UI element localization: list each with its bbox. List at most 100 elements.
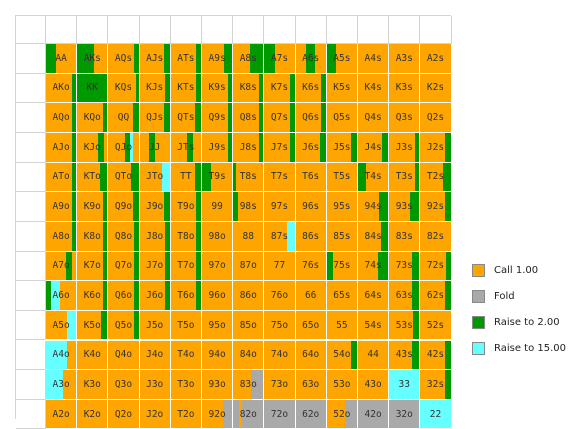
hand-cell-75s[interactable]: 75s [326, 251, 358, 282]
hand-cell-A8s[interactable]: A8s [233, 44, 265, 74]
hand-cell-64s[interactable]: 64s [358, 281, 390, 311]
hand-cell-63s[interactable]: 63s [389, 281, 421, 311]
hand-cell-T5s[interactable]: T5s [326, 162, 358, 193]
hand-cell-64o[interactable]: 64o [295, 340, 327, 371]
hand-cell-KQs[interactable]: KQs [108, 73, 140, 104]
hand-cell-Q5s[interactable]: Q5s [326, 103, 358, 133]
hand-cell-AKs[interactable]: AKs [77, 44, 109, 74]
hand-cell-A7s[interactable]: A7s [264, 44, 296, 74]
hand-cell-AA[interactable]: AA [46, 44, 78, 74]
hand-cell-A8o[interactable]: A8o [46, 221, 78, 252]
hand-cell-96s[interactable]: 96s [295, 192, 327, 222]
hand-cell-85s[interactable]: 85s [326, 221, 358, 252]
hand-cell-53s[interactable]: 53s [389, 310, 421, 341]
hand-cell-J3s[interactable]: J3s [389, 132, 421, 163]
hand-cell-A9s[interactable]: A9s [202, 44, 234, 74]
hand-cell-J6o[interactable]: J6o [139, 281, 171, 311]
hand-cell-53o[interactable]: 53o [326, 370, 358, 400]
hand-cell-65s[interactable]: 65s [326, 281, 358, 311]
hand-cell-KTs[interactable]: KTs [170, 73, 202, 104]
hand-cell-T7o[interactable]: T7o [170, 251, 202, 282]
hand-cell-K8s[interactable]: K8s [233, 73, 265, 104]
hand-cell-A5o[interactable]: A5o [46, 310, 78, 341]
hand-cell-T3o[interactable]: T3o [170, 370, 202, 400]
hand-cell-K3s[interactable]: K3s [389, 73, 421, 104]
hand-cell-ATs[interactable]: ATs [170, 44, 202, 74]
hand-cell-93o[interactable]: 93o [202, 370, 234, 400]
hand-cell-J9s[interactable]: J9s [202, 132, 234, 163]
hand-cell-J2s[interactable]: J2s [420, 132, 452, 163]
hand-cell-J3o[interactable]: J3o [139, 370, 171, 400]
hand-cell-T7s[interactable]: T7s [264, 162, 296, 193]
hand-cell-74o[interactable]: 74o [264, 340, 296, 371]
hand-cell-55[interactable]: 55 [326, 310, 358, 341]
hand-cell-Q8o[interactable]: Q8o [108, 221, 140, 252]
hand-cell-33[interactable]: 33 [389, 370, 421, 400]
hand-cell-72s[interactable]: 72s [420, 251, 452, 282]
hand-cell-K2o[interactable]: K2o [77, 399, 109, 429]
hand-cell-T4o[interactable]: T4o [170, 340, 202, 371]
hand-cell-J5o[interactable]: J5o [139, 310, 171, 341]
hand-cell-Q9o[interactable]: Q9o [108, 192, 140, 222]
hand-cell-Q3s[interactable]: Q3s [389, 103, 421, 133]
hand-cell-K6o[interactable]: K6o [77, 281, 109, 311]
hand-cell-K3o[interactable]: K3o [77, 370, 109, 400]
hand-cell-43s[interactable]: 43s [389, 340, 421, 371]
hand-cell-A6s[interactable]: A6s [295, 44, 327, 74]
hand-cell-97s[interactable]: 97s [264, 192, 296, 222]
hand-cell-AQo[interactable]: AQo [46, 103, 78, 133]
hand-cell-KTo[interactable]: KTo [77, 162, 109, 193]
hand-cell-TT[interactable]: TT [170, 162, 202, 193]
hand-cell-T2o[interactable]: T2o [170, 399, 202, 429]
hand-cell-42o[interactable]: 42o [358, 399, 390, 429]
hand-cell-54s[interactable]: 54s [358, 310, 390, 341]
hand-cell-98o[interactable]: 98o [202, 221, 234, 252]
hand-cell-T8o[interactable]: T8o [170, 221, 202, 252]
hand-cell-T2s[interactable]: T2s [420, 162, 452, 193]
hand-cell-J5s[interactable]: J5s [326, 132, 358, 163]
hand-cell-73s[interactable]: 73s [389, 251, 421, 282]
hand-cell-Q6s[interactable]: Q6s [295, 103, 327, 133]
hand-cell-Q6o[interactable]: Q6o [108, 281, 140, 311]
hand-cell-J8o[interactable]: J8o [139, 221, 171, 252]
hand-cell-86s[interactable]: 86s [295, 221, 327, 252]
hand-cell-92s[interactable]: 92s [420, 192, 452, 222]
hand-cell-A9o[interactable]: A9o [46, 192, 78, 222]
hand-cell-K2s[interactable]: K2s [420, 73, 452, 104]
hand-cell-QJs[interactable]: QJs [139, 103, 171, 133]
hand-cell-J7s[interactable]: J7s [264, 132, 296, 163]
hand-cell-K6s[interactable]: K6s [295, 73, 327, 104]
hand-cell-93s[interactable]: 93s [389, 192, 421, 222]
hand-cell-Q7s[interactable]: Q7s [264, 103, 296, 133]
hand-cell-73o[interactable]: 73o [264, 370, 296, 400]
hand-cell-A2o[interactable]: A2o [46, 399, 78, 429]
hand-cell-94o[interactable]: 94o [202, 340, 234, 371]
hand-cell-KQo[interactable]: KQo [77, 103, 109, 133]
hand-cell-A2s[interactable]: A2s [420, 44, 452, 74]
hand-cell-A3s[interactable]: A3s [389, 44, 421, 74]
hand-cell-88[interactable]: 88 [233, 221, 265, 252]
hand-cell-52o[interactable]: 52o [326, 399, 358, 429]
hand-cell-75o[interactable]: 75o [264, 310, 296, 341]
hand-cell-62o[interactable]: 62o [295, 399, 327, 429]
hand-cell-82s[interactable]: 82s [420, 221, 452, 252]
hand-cell-A6o[interactable]: A6o [46, 281, 78, 311]
hand-cell-44[interactable]: 44 [358, 340, 390, 371]
hand-cell-K7o[interactable]: K7o [77, 251, 109, 282]
hand-cell-43o[interactable]: 43o [358, 370, 390, 400]
hand-cell-97o[interactable]: 97o [202, 251, 234, 282]
hand-cell-Q2s[interactable]: Q2s [420, 103, 452, 133]
hand-cell-22[interactable]: 22 [420, 399, 452, 429]
hand-cell-Q3o[interactable]: Q3o [108, 370, 140, 400]
hand-cell-QTo[interactable]: QTo [108, 162, 140, 193]
hand-cell-A4s[interactable]: A4s [358, 44, 390, 74]
hand-cell-83o[interactable]: 83o [233, 370, 265, 400]
hand-cell-K5s[interactable]: K5s [326, 73, 358, 104]
hand-cell-A7o[interactable]: A7o [46, 251, 78, 282]
hand-cell-J7o[interactable]: J7o [139, 251, 171, 282]
hand-cell-T9o[interactable]: T9o [170, 192, 202, 222]
hand-cell-32s[interactable]: 32s [420, 370, 452, 400]
hand-cell-QQ[interactable]: QQ [108, 103, 140, 133]
hand-cell-42s[interactable]: 42s [420, 340, 452, 371]
hand-cell-AQs[interactable]: AQs [108, 44, 140, 74]
